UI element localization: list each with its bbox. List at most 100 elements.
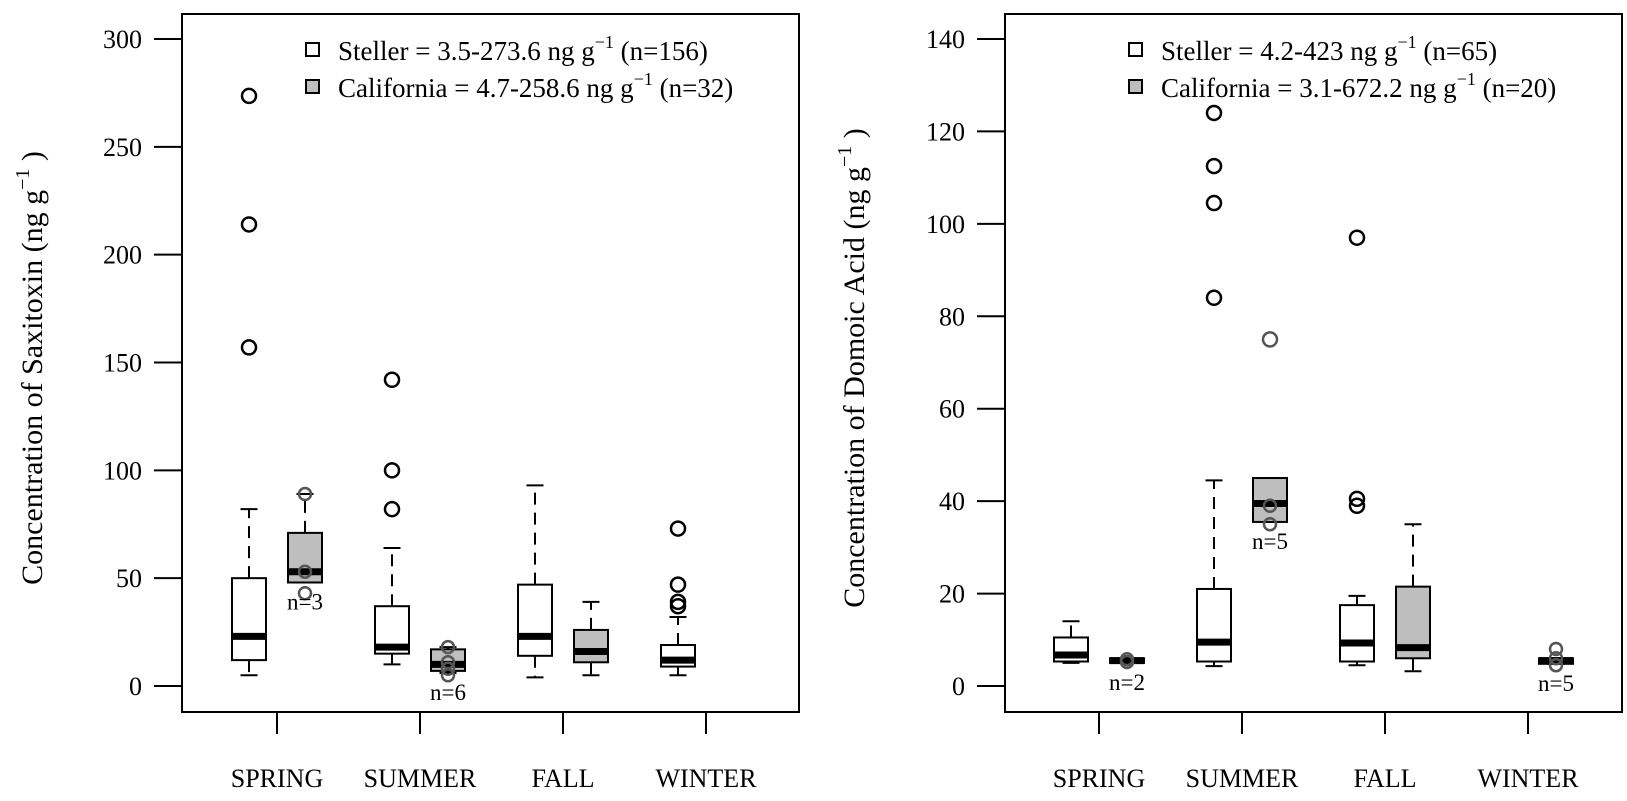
sample-size-label: n=5 [1538, 671, 1574, 696]
outlier-point [1205, 104, 1223, 122]
outlier-point [1348, 490, 1366, 508]
x-tick-label: SPRING [1053, 764, 1145, 793]
y-tick-label: 20 [939, 580, 965, 609]
data-point [297, 586, 313, 601]
iqr-box [231, 577, 267, 662]
iqr-box [517, 583, 553, 657]
domoic-acid-panel: 0 20 40 60 80 100 120 140 Concentration of Domoi… [834, 13, 1623, 793]
outlier-point [1348, 229, 1366, 246]
y-axis-title: Concentration of Saxitoxin (ng g−1 ) [12, 151, 49, 585]
data-point [297, 486, 313, 502]
sample-size-label: n=5 [1252, 529, 1288, 554]
y-tick-label: 250 [103, 133, 142, 162]
x-tick-label: FALL [1353, 764, 1416, 793]
outlier-point [1348, 497, 1366, 515]
y-axis-title-superscript: −1 [834, 146, 856, 167]
box-california-fall [573, 600, 609, 677]
outlier-point [1205, 289, 1223, 307]
data-point [440, 661, 456, 676]
box-california-winter: n=5 [1538, 641, 1574, 696]
legend-text-count: (n=156) [614, 36, 708, 66]
box-california-spring: n=2 [1109, 651, 1145, 695]
y-tick-label: 40 [939, 487, 965, 516]
box-california-summer: n=5 [1252, 331, 1288, 554]
legend-text-main: Steller = 3.5-273.6 ng g [338, 36, 595, 66]
box-steller-winter [660, 520, 696, 677]
x-tick-label: WINTER [655, 764, 757, 793]
y-tick-label: 100 [103, 456, 142, 485]
y-axis-title-main: Concentration of Saxitoxin (ng g [16, 190, 49, 585]
outlier-point [383, 500, 401, 518]
legend-text-superscript: −1 [634, 69, 653, 89]
legend-text-count: (n=32) [653, 73, 733, 103]
y-tick-label: 80 [939, 302, 965, 331]
y-tick-label: 140 [926, 25, 965, 54]
y-axis-title: Concentration of Domoic Acid (ng g−1 ) [834, 128, 871, 608]
y-axis-title-superscript: −1 [12, 169, 34, 190]
iqr-box [1196, 587, 1232, 663]
y-tick-label: 0 [129, 672, 142, 701]
legend-swatch [1128, 42, 1143, 57]
legend-swatch [305, 42, 320, 57]
legend-text-main: Steller = 4.2-423 ng g [1161, 36, 1397, 66]
outlier-point [669, 520, 687, 537]
data-point [1548, 657, 1564, 673]
outlier-point [669, 576, 687, 593]
outlier-point [1261, 331, 1279, 348]
legend-swatch [1128, 79, 1143, 94]
data-point [1262, 517, 1278, 532]
data-point [440, 655, 456, 670]
box-steller-summer [374, 371, 410, 666]
outlier-point [669, 593, 687, 611]
legend-text-superscript: −1 [595, 32, 614, 52]
y-tick-label: 0 [952, 672, 965, 701]
y-tick-label: 50 [116, 564, 142, 593]
iqr-box [1339, 604, 1375, 663]
outlier-point [240, 216, 258, 233]
outlier-point [1205, 194, 1223, 212]
x-tick-label: SUMMER [364, 764, 477, 793]
plot-frame [181, 13, 800, 713]
box-california-spring: n=3 [287, 486, 323, 614]
y-axis-title-close: ) [16, 151, 49, 169]
box-steller-spring [1053, 620, 1089, 664]
outlier-point [1205, 157, 1223, 175]
saxitoxin-panel: 0 50 100 150 200 250 300 Concentration of Saxit… [12, 13, 800, 793]
y-tick-label: 200 [103, 241, 142, 270]
sample-size-label: n=6 [430, 680, 466, 705]
x-tick-label: FALL [531, 764, 594, 793]
legend-text-superscript: −1 [1397, 32, 1416, 52]
y-tick-label: 300 [103, 25, 142, 54]
data-point [1119, 651, 1135, 667]
y-tick-label: 100 [926, 210, 965, 239]
legend-text-main: California = 3.1-672.2 ng g [1161, 73, 1457, 103]
outlier-point [383, 462, 401, 479]
outlier-point [240, 339, 258, 356]
legend-entry: California = 4.7-258.6 ng g−1 (n=32) [338, 69, 733, 103]
legend-swatch [305, 79, 320, 94]
box-california-summer: n=6 [430, 639, 466, 705]
y-axis-title-close: ) [838, 128, 871, 146]
legend-entry: Steller = 3.5-273.6 ng g−1 (n=156) [338, 32, 708, 66]
legend-text-count: (n=65) [1417, 36, 1497, 66]
box-steller-spring [231, 87, 267, 677]
sample-size-label: n=3 [287, 589, 323, 614]
box-california-fall [1395, 523, 1431, 673]
legend-entry: California = 3.1-672.2 ng g−1 (n=20) [1161, 69, 1556, 103]
y-tick-label: 150 [103, 349, 142, 378]
box-steller-fall [1339, 229, 1375, 667]
plot-frame [1004, 13, 1623, 713]
data-point [1262, 498, 1278, 514]
x-tick-label: SPRING [231, 764, 323, 793]
data-point [1548, 641, 1564, 657]
data-point [297, 564, 313, 579]
sample-size-label: n=2 [1109, 670, 1145, 695]
legend-entry: Steller = 4.2-423 ng g−1 (n=65) [1161, 32, 1497, 66]
outlier-point [240, 87, 258, 105]
legend-text-superscript: −1 [1457, 69, 1476, 89]
y-tick-label: 120 [926, 117, 965, 146]
data-point [440, 639, 456, 655]
box-steller-fall [517, 484, 553, 679]
outlier-point [383, 371, 401, 389]
